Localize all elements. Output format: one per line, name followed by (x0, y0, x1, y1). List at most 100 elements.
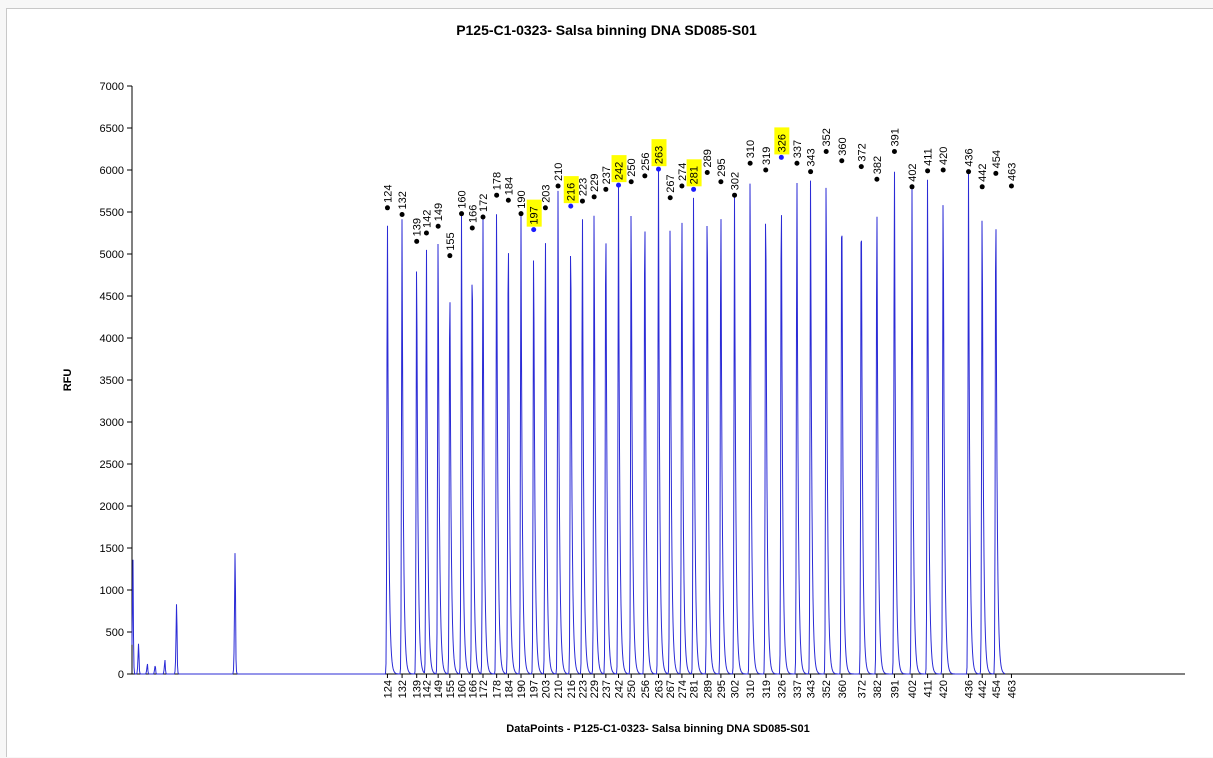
peak-highlight (774, 127, 790, 155)
peak-label: 391 (889, 128, 901, 146)
x-tick-label: 256 (640, 680, 652, 698)
x-tick-label: 372 (856, 680, 868, 698)
peak-marker (505, 197, 511, 203)
x-tick-label: 420 (938, 680, 950, 698)
peak-label: 402 (907, 163, 919, 181)
x-tick-label: 223 (577, 680, 589, 698)
x-tick-label: 274 (677, 680, 689, 698)
peak-label: 343 (806, 148, 818, 166)
y-tick-label: 6000 (100, 165, 124, 177)
y-tick-label: 3000 (100, 417, 124, 429)
peak-marker (656, 166, 661, 172)
y-tick-label: 4500 (100, 291, 124, 303)
peak-label: 436 (964, 148, 976, 166)
peak-label: 172 (478, 194, 490, 212)
peak-marker (616, 182, 622, 188)
peak-label: 352 (821, 128, 833, 146)
y-tick-label: 2000 (100, 501, 124, 513)
peak-label: 155 (445, 232, 457, 250)
peak-marker (858, 164, 864, 170)
chart-frame (6, 8, 1213, 757)
x-tick-label: 124 (382, 680, 394, 698)
peak-label: 337 (792, 140, 804, 158)
peak-label: 250 (626, 158, 638, 176)
trace-line (131, 169, 1006, 675)
x-tick-label: 160 (457, 680, 469, 698)
y-tick-label: 7000 (100, 81, 124, 93)
y-tick-label: 1500 (100, 543, 124, 555)
peak-marker (459, 211, 465, 217)
peak-marker (555, 183, 561, 189)
x-tick-label: 216 (566, 680, 578, 698)
peak-label: 166 (467, 205, 479, 223)
peak-marker (1008, 183, 1014, 189)
peak-marker (423, 230, 429, 236)
peak-label: 197 (529, 206, 541, 224)
peak-label: 237 (601, 166, 613, 184)
peak-marker (494, 192, 500, 198)
x-tick-label: 203 (540, 680, 552, 698)
y-axis-ticks: 0 500 1000 1500 2000 2500 3000 3500 4000 4500 5000… (100, 81, 132, 681)
peak-marker (794, 160, 800, 166)
x-tick-label: 190 (516, 680, 528, 698)
peak-marker (414, 238, 420, 244)
peak-label: 242 (614, 162, 626, 180)
peak-label: 463 (1006, 163, 1018, 181)
peak-highlight (686, 159, 702, 187)
peak-label: 223 (577, 178, 589, 196)
y-tick-label: 1000 (100, 585, 124, 597)
peak-marker (667, 195, 673, 201)
x-tick-label: 391 (889, 680, 901, 698)
peak-label: 326 (776, 134, 788, 152)
x-tick-label: 289 (702, 680, 714, 698)
x-tick-label: 352 (821, 680, 833, 698)
x-tick-label: 149 (433, 680, 445, 698)
peak-label: 216 (566, 183, 578, 201)
peak-marker (603, 186, 609, 192)
peak-label: 281 (689, 166, 701, 184)
peak-label: 442 (977, 163, 989, 181)
peak-highlight (526, 199, 542, 227)
peak-label: 302 (730, 172, 742, 190)
peak-marker (808, 169, 814, 175)
peak-label: 267 (665, 174, 677, 192)
x-tick-label: 178 (492, 680, 504, 698)
peak-marker (778, 154, 784, 160)
y-tick-label: 5500 (100, 207, 124, 219)
x-tick-label: 463 (1006, 680, 1018, 698)
peak-marker (763, 167, 769, 173)
peak-marker (874, 176, 880, 182)
x-tick-label: 155 (445, 680, 457, 698)
peak-label: 411 (923, 148, 935, 166)
x-tick-label: 281 (689, 680, 701, 698)
x-tick-label: 402 (907, 680, 919, 698)
peak-marker (925, 168, 931, 174)
x-tick-label: 319 (761, 680, 773, 698)
x-tick-label: 267 (665, 680, 677, 698)
x-tick-label: 310 (745, 680, 757, 698)
peak-highlight (651, 139, 667, 167)
x-tick-label: 172 (478, 680, 490, 698)
y-tick-label: 4000 (100, 333, 124, 345)
y-tick-label: 6500 (100, 123, 124, 135)
peak-marker (691, 186, 697, 192)
x-tick-label: 142 (421, 680, 433, 698)
x-tick-label: 442 (977, 680, 989, 698)
x-tick-label: 382 (872, 680, 884, 698)
peak-label: 160 (457, 190, 469, 208)
x-tick-label: 237 (601, 680, 613, 698)
x-tick-label: 337 (792, 680, 804, 698)
x-tick-label: 184 (503, 680, 515, 698)
peak-marker (568, 203, 574, 209)
peak-marker (542, 205, 548, 211)
peak-label: 382 (872, 156, 884, 174)
peak-highlight (611, 155, 627, 183)
peak-marker (823, 149, 829, 155)
peak-label: 124 (382, 184, 394, 202)
y-tick-label: 3500 (100, 375, 124, 387)
peak-highlight (563, 176, 579, 204)
peak-marker (531, 227, 537, 233)
peak-label: 149 (433, 203, 445, 221)
x-tick-label: 343 (806, 680, 818, 698)
